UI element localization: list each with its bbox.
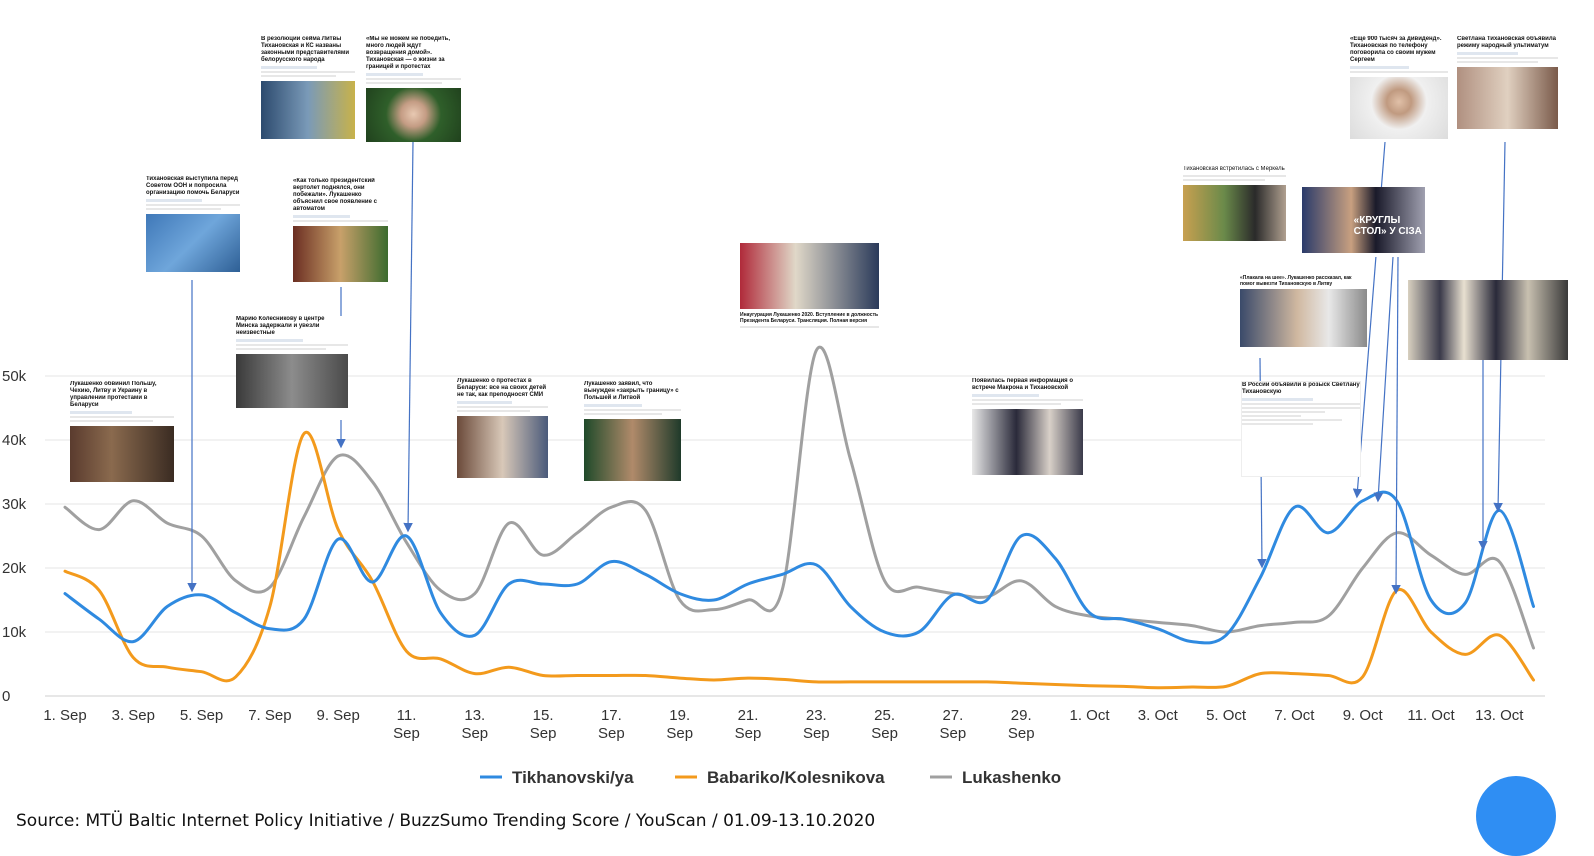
x-tick-label: 1. Oct xyxy=(1069,707,1110,724)
x-tick-label: 29. Sep xyxy=(1008,707,1035,742)
card-headline: Тихановская встретилась с Меркель xyxy=(1183,166,1285,172)
news-card-7: Лукашенко о протестах в Беларуси: все на… xyxy=(457,378,548,484)
card-headline: Появилась первая информация о встрече Ма… xyxy=(972,378,1073,391)
series-line-1 xyxy=(63,430,1535,690)
x-tick-label: 3. Oct xyxy=(1138,707,1179,724)
news-card-16: В России объявили в розыск Светлану Тиха… xyxy=(1241,381,1361,477)
news-card-17 xyxy=(1408,280,1568,360)
annotation-arrow xyxy=(1391,256,1401,595)
x-tick-label: 9. Oct xyxy=(1343,707,1384,724)
card-headline: Лукашенко о протестах в Беларуси: все на… xyxy=(457,378,547,398)
news-card-10: Появилась первая информация о встрече Ма… xyxy=(972,378,1083,487)
y-tick-label: 30k xyxy=(2,496,27,513)
card-headline: Лукашенко заявил, что вынужден «закрыть … xyxy=(584,381,679,401)
speech-photo xyxy=(584,419,681,481)
news-card-14: «КРУГЛЫ СТОЛ» У СІЗА xyxy=(1302,187,1425,257)
meeting-photo xyxy=(70,426,174,482)
photo-label: «КРУГЛЫ СТОЛ» У СІЗА xyxy=(1353,214,1422,237)
y-tick-label: 0 xyxy=(2,688,10,705)
x-tick-label: 9. Sep xyxy=(317,707,360,724)
annotation-arrow xyxy=(403,141,414,533)
x-tick-label: 3. Sep xyxy=(112,707,155,724)
card-headline: «Как только президентский вертолет подня… xyxy=(293,178,377,212)
news-card-12: «Еще 900 тысяч за дивиденд». Тихановская… xyxy=(1350,36,1448,142)
card-headline: «Мы не можем не победить, много людей жд… xyxy=(366,36,450,70)
x-tick-label: 5. Oct xyxy=(1206,707,1247,724)
news-card-13: Светлана Тихановская объявила режиму нар… xyxy=(1457,36,1558,142)
press-conference-photo xyxy=(293,226,388,282)
un-flag-photo xyxy=(146,214,240,272)
x-tick-label: 11. Oct xyxy=(1407,707,1455,724)
card-headline: В России объявили в розыск Светлану Тиха… xyxy=(1242,382,1360,395)
group-photo xyxy=(1408,280,1568,360)
parliament-photo xyxy=(261,81,355,139)
macron-meeting-photo xyxy=(972,409,1083,475)
news-card-4: «Мы не можем не победить, много людей жд… xyxy=(366,36,461,142)
card-headline: Лукашенко обвинил Польшу, Чехию, Литву и… xyxy=(70,381,157,408)
x-tick-label: 27. Sep xyxy=(940,707,967,742)
news-card-11: Тихановская встретилась с Меркель xyxy=(1183,166,1286,259)
inauguration-photo xyxy=(740,243,879,309)
x-tick-label: 21. Sep xyxy=(735,707,762,742)
portrait-photo xyxy=(366,88,461,142)
news-card-2: Тихановская выступила перед Советом ООН … xyxy=(146,176,240,280)
card-headline: Марию Колесникову в центре Минска задерж… xyxy=(236,316,325,336)
street-photo xyxy=(236,354,348,408)
y-tick-label: 10k xyxy=(2,624,27,641)
meeting-leaders-photo xyxy=(457,416,548,478)
chat-bubble[interactable] xyxy=(1476,776,1556,856)
legend-label: Lukashenko xyxy=(962,768,1061,787)
news-card-6: Марию Колесникову в центре Минска задерж… xyxy=(236,316,348,420)
series-line-2 xyxy=(63,345,1535,650)
x-tick-label: 11. Sep xyxy=(393,707,420,742)
x-tick-label: 13. Oct xyxy=(1475,707,1524,724)
card-headline: Светлана Тихановская объявила режиму нар… xyxy=(1457,36,1556,49)
news-card-9: Инаугурация Лукашенко 2020. Вступление в… xyxy=(740,243,879,341)
card-headline: Тихановская выступила перед Советом ООН … xyxy=(146,176,240,196)
x-tick-label: 1. Sep xyxy=(43,707,86,724)
news-card-5: «Как только президентский вертолет подня… xyxy=(293,178,388,282)
card-headline: «Плакала на шее». Лукашенко рассказал, к… xyxy=(1240,275,1352,287)
news-card-3: В резолюции сейма Литвы Тихановская и КС… xyxy=(261,36,355,142)
card-headline: Инаугурация Лукашенко 2020. Вступление в… xyxy=(740,312,879,324)
portrait-photo xyxy=(1350,77,1448,139)
y-tick-label: 40k xyxy=(2,432,27,449)
legend-label: Babariko/Kolesnikova xyxy=(707,768,885,787)
video-call-photo xyxy=(1457,67,1558,129)
x-tick-label: 7. Sep xyxy=(248,707,291,724)
source-caption: Source: MTÜ Baltic Internet Policy Initi… xyxy=(16,811,876,831)
card-headline: В резолюции сейма Литвы Тихановская и КС… xyxy=(261,36,350,63)
card-headline: «Еще 900 тысяч за дивиденд». Тихановская… xyxy=(1350,36,1442,63)
x-tick-label: 23. Sep xyxy=(803,707,830,742)
series-line-0 xyxy=(63,490,1535,645)
news-card-1: Лукашенко обвинил Польшу, Чехию, Литву и… xyxy=(70,381,174,484)
x-tick-label: 13. Sep xyxy=(461,707,488,742)
news-card-8: Лукашенко заявил, что вынужден «закрыть … xyxy=(584,381,681,485)
x-tick-label: 17. Sep xyxy=(598,707,625,742)
lukashenko-photo xyxy=(1240,289,1367,347)
y-tick-label: 20k xyxy=(2,560,27,577)
x-tick-label: 19. Sep xyxy=(666,707,693,742)
x-tick-label: 5. Sep xyxy=(180,707,223,724)
x-tick-label: 25. Sep xyxy=(871,707,898,742)
annotation-arrow xyxy=(1373,256,1394,503)
x-tick-label: 15. Sep xyxy=(530,707,557,742)
legend-label: Tikhanovski/ya xyxy=(512,768,634,787)
news-card-15: «Плакала на шее». Лукашенко рассказал, к… xyxy=(1240,275,1367,357)
y-tick-label: 50k xyxy=(2,368,27,385)
round-table-photo: «КРУГЛЫ СТОЛ» У СІЗА xyxy=(1302,187,1425,253)
merkel-meeting-photo xyxy=(1183,185,1286,241)
x-tick-label: 7. Oct xyxy=(1274,707,1315,724)
